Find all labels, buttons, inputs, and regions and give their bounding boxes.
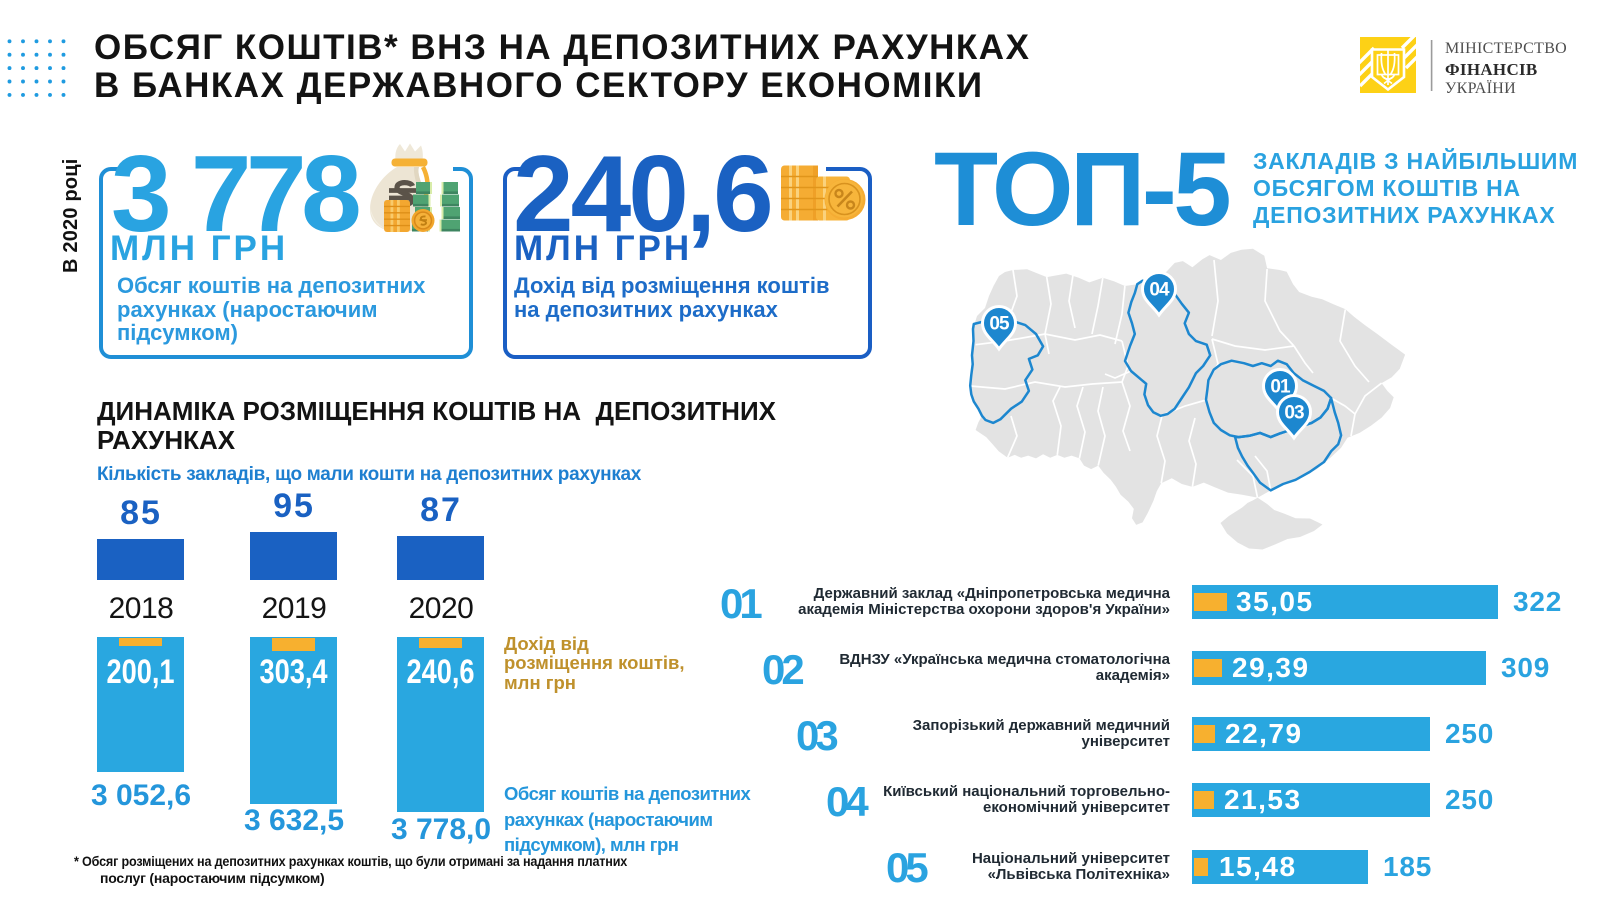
- svg-text:04: 04: [1149, 280, 1170, 301]
- svg-text:05: 05: [989, 314, 1010, 335]
- svg-text:03: 03: [1284, 403, 1304, 424]
- svg-text:01: 01: [1270, 377, 1291, 398]
